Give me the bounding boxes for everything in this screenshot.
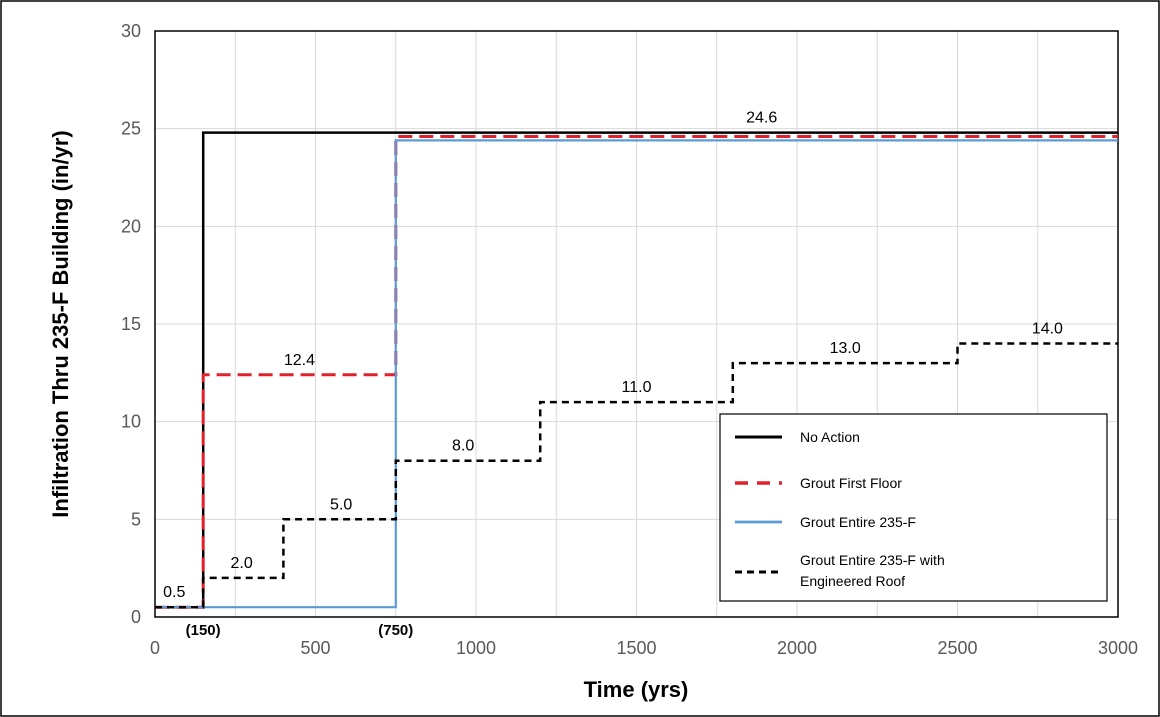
data-label: 8.0 xyxy=(452,438,474,455)
legend-label-3-line-0: Grout Entire 235-F with xyxy=(800,552,945,568)
x-annotations: (150) (750) xyxy=(186,622,414,639)
series-line-3 xyxy=(155,342,1118,609)
series-line-2 xyxy=(155,139,1118,609)
y-tick-label: 10 xyxy=(121,412,141,432)
series-line-1 xyxy=(155,135,1118,609)
x-tick-label: 0 xyxy=(150,638,160,658)
x-annotation: (150) xyxy=(186,622,221,639)
y-axis-title: Infiltration Thru 235-F Building (in/yr) xyxy=(48,130,73,517)
data-label: 13.0 xyxy=(830,340,861,357)
x-axis-title: Time (yrs) xyxy=(584,677,689,702)
data-label: 2.0 xyxy=(231,555,253,572)
y-tick-label: 25 xyxy=(121,119,141,139)
x-tick-label: 1500 xyxy=(616,638,656,658)
x-tick-labels: 0 500 1000 1500 2000 2500 3000 xyxy=(150,638,1138,658)
data-label: 11.0 xyxy=(622,379,652,396)
series-lines xyxy=(155,131,1118,609)
legend-label-2: Grout Entire 235-F xyxy=(800,514,916,530)
legend: No Action Grout First Floor Grout Entire 2… xyxy=(719,413,1108,602)
x-tick-label: 2500 xyxy=(937,638,977,658)
data-labels: 0.5 2.0 5.0 8.0 11.0 13.0 14.0 12.4 24.6 xyxy=(163,110,1063,602)
data-label: 0.5 xyxy=(163,584,185,601)
legend-label-1: Grout First Floor xyxy=(800,475,902,491)
legend-box xyxy=(719,413,1108,602)
grid-lines xyxy=(155,30,1118,618)
x-tick-label: 500 xyxy=(300,638,330,658)
y-tick-labels: 0 5 10 15 20 25 30 xyxy=(121,21,141,627)
y-tick-label: 0 xyxy=(131,607,141,627)
data-label: 12.4 xyxy=(284,352,315,369)
y-tick-label: 15 xyxy=(121,314,141,334)
legend-label-3-line-1: Engineered Roof xyxy=(800,573,905,589)
legend-label-0: No Action xyxy=(800,429,860,445)
x-tick-label: 3000 xyxy=(1098,638,1138,658)
plot-area-border xyxy=(154,30,1119,618)
y-tick-label: 30 xyxy=(121,21,141,41)
x-annotation: (750) xyxy=(378,622,413,639)
y-tick-label: 20 xyxy=(121,216,141,236)
data-label: 24.6 xyxy=(746,110,777,127)
x-tick-label: 1000 xyxy=(456,638,496,658)
data-label: 5.0 xyxy=(330,496,352,513)
x-tick-label: 2000 xyxy=(777,638,817,658)
y-tick-label: 5 xyxy=(131,509,141,529)
data-label: 14.0 xyxy=(1032,321,1063,338)
